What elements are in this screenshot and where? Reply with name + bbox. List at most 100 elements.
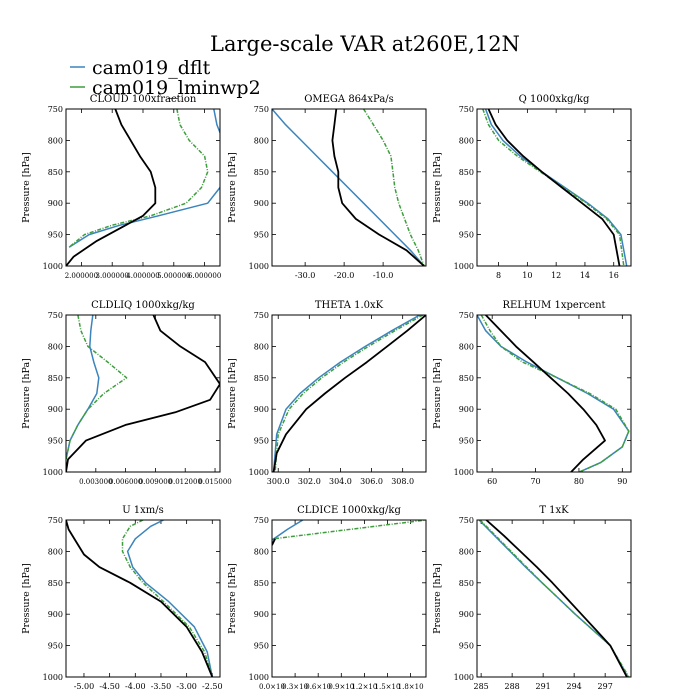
y-tick-label: 1000: [454, 262, 474, 271]
legend: cam019_dflt cam019_lminwp2: [70, 57, 261, 99]
y-tick-label: 800: [254, 342, 269, 351]
panel-title: OMEGA 864xPa/s: [304, 94, 394, 105]
y-tick-label: 850: [459, 579, 474, 588]
panel-title: CLDICE 1000xkg/kg: [297, 505, 401, 516]
y-tick-label: 900: [254, 405, 269, 414]
x-tick-label: -2.50: [202, 682, 223, 691]
panels: CLOUD 100xfractionPressure [hPa]75080085…: [21, 94, 631, 691]
x-tick-label: 70: [530, 477, 540, 486]
series-line-cam019-dflt: [272, 109, 424, 266]
y-tick-label: 850: [254, 168, 269, 177]
y-axis-label: Pressure [hPa]: [21, 563, 32, 634]
x-tick-label: 304.0: [329, 477, 352, 486]
y-tick-label: 1000: [249, 468, 269, 477]
x-tick-label: 60: [487, 477, 497, 486]
x-tick-label: 8: [496, 271, 501, 280]
y-tick-label: 950: [48, 642, 63, 651]
series-group: [66, 520, 212, 677]
plot-frame: [66, 520, 220, 677]
x-tick-label: 306.0: [360, 477, 383, 486]
plot-frame: [66, 315, 220, 472]
series-line-cam019-lminwp2: [69, 109, 208, 247]
series-line-cam019-lminwp2: [275, 315, 423, 472]
x-tick-label: 291: [536, 682, 551, 691]
y-tick-label: 950: [459, 437, 474, 446]
y-tick-label: 750: [459, 105, 474, 114]
series-group: [477, 315, 629, 475]
y-axis-label: Pressure [hPa]: [432, 152, 443, 223]
plot-frame: [477, 109, 631, 266]
y-tick-label: 900: [254, 610, 269, 619]
series-line-cam019-dflt: [272, 520, 303, 540]
series-line-black: [66, 315, 220, 472]
series-group: [483, 109, 627, 266]
y-tick-label: 900: [254, 199, 269, 208]
y-tick-label: 800: [48, 547, 63, 556]
x-tick-label: 0.009000: [139, 478, 172, 486]
x-tick-label: -20.0: [334, 271, 355, 280]
panel-8: T 1xKPressure [hPa]750800850900950100028…: [432, 505, 631, 691]
y-tick-label: 800: [48, 342, 63, 351]
y-tick-label: 800: [459, 136, 474, 145]
panel-0: CLOUD 100xfractionPressure [hPa]75080085…: [21, 94, 228, 280]
series-line-black: [66, 520, 212, 677]
y-axis-label: Pressure [hPa]: [21, 358, 32, 429]
y-tick-label: 800: [254, 136, 269, 145]
panel-title: Q 1000xkg/kg: [519, 94, 590, 105]
y-tick-label: 750: [459, 516, 474, 525]
y-tick-label: 750: [254, 105, 269, 114]
y-tick-label: 1000: [249, 673, 269, 682]
x-tick-label: 10: [522, 271, 532, 280]
series-line-black: [66, 109, 155, 266]
x-tick-label: -30.0: [295, 271, 316, 280]
y-tick-label: 800: [459, 342, 474, 351]
y-axis-label: Pressure [hPa]: [227, 358, 238, 429]
panel-5: RELHUM 1xpercentPressure [hPa]7508008509…: [432, 300, 631, 486]
series-line-cam019-lminwp2: [481, 315, 629, 475]
plot-frame: [477, 315, 631, 472]
panel-title: RELHUM 1xpercent: [502, 300, 605, 311]
x-tick-label: 5.000000: [157, 272, 190, 280]
series-line-black: [274, 315, 426, 472]
panel-3: CLDLIQ 1000xkg/kgPressure [hPa]750800850…: [21, 300, 232, 486]
x-tick-label: -3.00: [176, 682, 197, 691]
series-line-black: [486, 520, 627, 677]
panel-6: U 1xm/sPressure [hPa]7508008509009501000…: [21, 505, 223, 691]
series-line-black: [486, 315, 605, 475]
y-tick-label: 900: [48, 405, 63, 414]
y-tick-label: 950: [48, 437, 63, 446]
series-line-cam019-lminwp2: [480, 520, 629, 677]
x-tick-label: 2.000000: [65, 272, 98, 280]
x-tick-label: 90: [617, 477, 627, 486]
chart-figure: Large-scale VAR at260E,12N cam019_dflt c…: [0, 0, 700, 700]
y-tick-label: 900: [459, 199, 474, 208]
y-tick-label: 1000: [454, 673, 474, 682]
series-line-cam019-dflt: [69, 109, 228, 247]
x-tick-label: 308.0: [391, 477, 414, 486]
x-tick-label: -5.00: [74, 682, 95, 691]
series-line-cam019-lminwp2: [483, 109, 624, 266]
y-tick-label: 950: [459, 231, 474, 240]
series-line-cam019-dflt: [477, 315, 629, 475]
y-tick-label: 1000: [43, 468, 63, 477]
plot-frame: [66, 109, 220, 266]
x-tick-label: 285: [473, 682, 488, 691]
series-line-cam019-lminwp2: [66, 315, 127, 459]
y-tick-label: 850: [48, 374, 63, 383]
series-group: [272, 109, 424, 266]
y-tick-label: 1000: [454, 468, 474, 477]
y-tick-label: 850: [48, 168, 63, 177]
y-tick-label: 850: [254, 374, 269, 383]
x-tick-label: 288: [505, 682, 520, 691]
y-tick-label: 900: [459, 610, 474, 619]
panel-title: CLOUD 100xfraction: [90, 94, 197, 105]
panel-4: THETA 1.0xKPressure [hPa]750800850900950…: [227, 300, 426, 486]
y-tick-label: 850: [254, 579, 269, 588]
panel-7: CLDICE 1000xkg/kgPressure [hPa]750800850…: [227, 505, 426, 691]
x-tick-label: 12: [551, 271, 561, 280]
y-axis-label: Pressure [hPa]: [227, 152, 238, 223]
series-group: [66, 109, 228, 266]
y-axis-label: Pressure [hPa]: [21, 152, 32, 223]
legend-label-0: cam019_dflt: [92, 57, 211, 79]
x-tick-label: 297: [598, 682, 613, 691]
